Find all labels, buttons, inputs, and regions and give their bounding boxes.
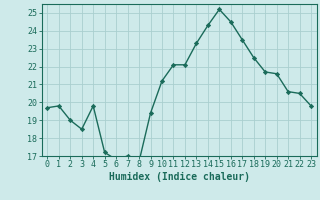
X-axis label: Humidex (Indice chaleur): Humidex (Indice chaleur) [109, 172, 250, 182]
